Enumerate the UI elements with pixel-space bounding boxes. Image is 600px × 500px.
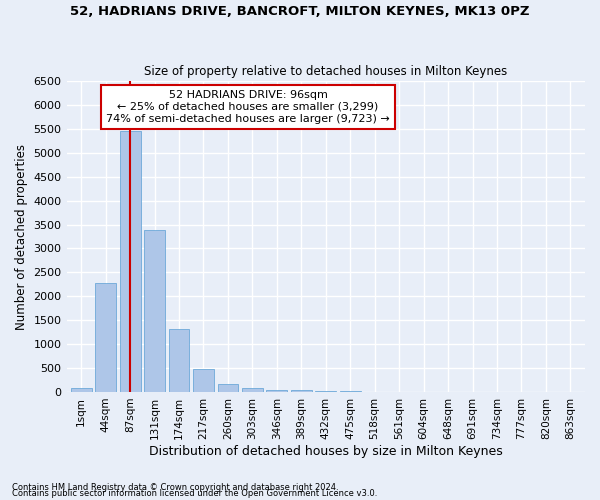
Bar (144, 230, 165, 392)
Bar (242, 388, 263, 392)
Bar (266, 390, 287, 392)
Bar (218, 384, 238, 392)
Bar (71, 388, 92, 392)
Y-axis label: Number of detached properties: Number of detached properties (15, 144, 28, 330)
Bar (291, 390, 312, 392)
Bar (193, 369, 214, 392)
Text: Contains HM Land Registry data © Crown copyright and database right 2024.: Contains HM Land Registry data © Crown c… (12, 484, 338, 492)
Text: 52, HADRIANS DRIVE, BANCROFT, MILTON KEYNES, MK13 0PZ: 52, HADRIANS DRIVE, BANCROFT, MILTON KEY… (70, 5, 530, 18)
Bar (95, 284, 116, 392)
Bar (120, 132, 140, 392)
Bar (169, 330, 190, 392)
Text: Contains public sector information licensed under the Open Government Licence v3: Contains public sector information licen… (12, 490, 377, 498)
Bar (316, 391, 336, 392)
Title: Size of property relative to detached houses in Milton Keynes: Size of property relative to detached ho… (144, 66, 508, 78)
X-axis label: Distribution of detached houses by size in Milton Keynes: Distribution of detached houses by size … (149, 444, 503, 458)
Text: 52 HADRIANS DRIVE: 96sqm
← 25% of detached houses are smaller (3,299)
74% of sem: 52 HADRIANS DRIVE: 96sqm ← 25% of detach… (106, 90, 390, 124)
